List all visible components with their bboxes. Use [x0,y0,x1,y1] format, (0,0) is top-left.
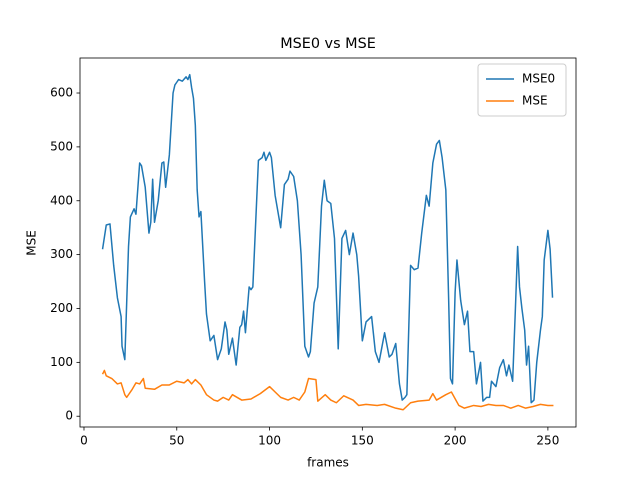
y-axis-label: MSE [25,230,39,256]
x-tick-label: 200 [444,434,467,448]
plot-area [101,73,554,411]
x-tick-label: 150 [351,434,374,448]
axes-frame [79,57,577,428]
y-tick-label: 300 [50,247,73,261]
line [101,369,554,411]
chart-title: MSE0 vs MSE [280,36,376,52]
y-tick-label: 600 [50,86,73,100]
y-tick-label: 200 [50,301,73,315]
x-tick-label: 250 [536,434,559,448]
x-tick-label: 100 [258,434,281,448]
y-tick-label: 500 [50,139,73,153]
y-tick-label: 400 [50,193,73,207]
y-tick-label: 0 [65,409,73,423]
x-tick-label: 50 [169,434,184,448]
y-tick-label: 100 [50,355,73,369]
x-axis-label: frames [307,456,349,470]
x-tick-label: 0 [80,434,88,448]
legend-label: MSE [522,94,548,108]
legend-label: MSE0 [522,72,555,86]
line [101,73,554,404]
legend-box [477,63,567,117]
